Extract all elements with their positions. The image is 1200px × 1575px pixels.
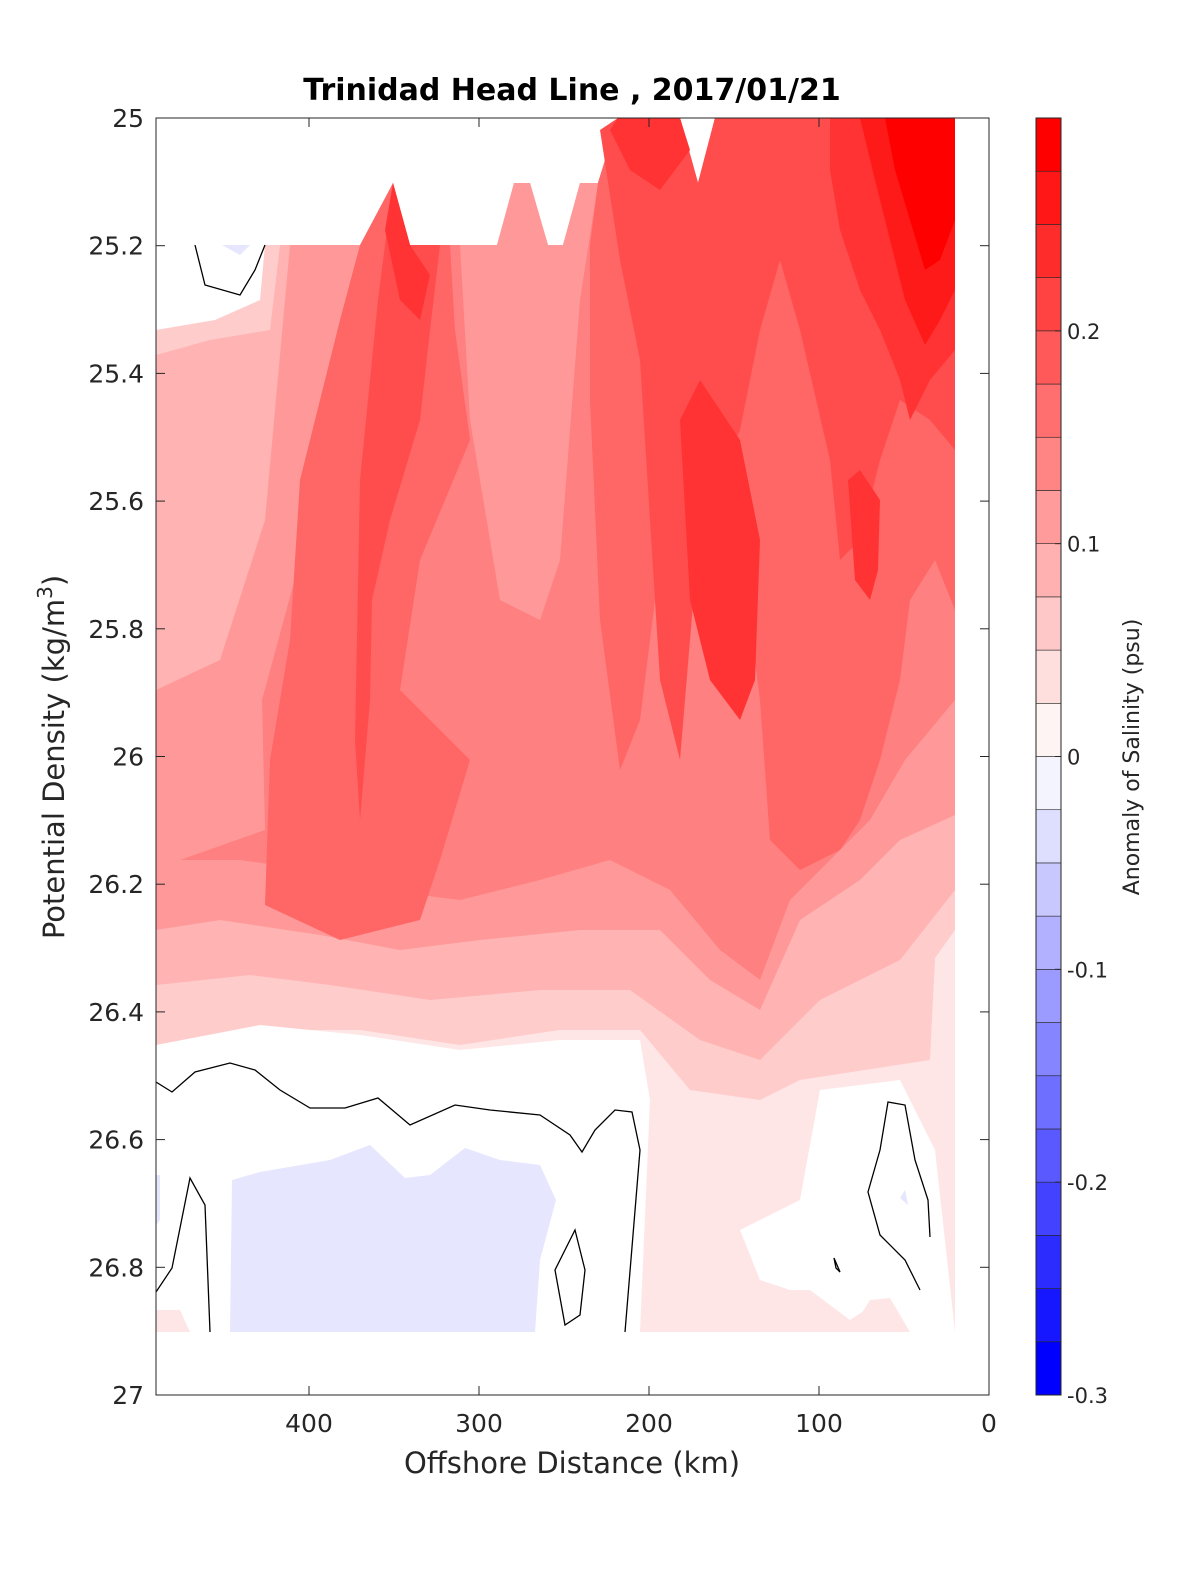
colorbar-tick-label: -0.2 bbox=[1067, 1171, 1108, 1195]
y-tick-label: 25.6 bbox=[88, 487, 144, 516]
colorbar-swatch bbox=[1035, 1075, 1062, 1130]
zero-contour-upper bbox=[194, 244, 266, 296]
y-tick-label: 26.2 bbox=[88, 870, 144, 899]
colorbar-swatch bbox=[1035, 277, 1062, 332]
y-axis-label-main: Potential Density (kg/m bbox=[37, 599, 71, 939]
contour-band-zero-right-bottom bbox=[850, 1298, 910, 1332]
colorbar-swatch bbox=[1035, 756, 1062, 811]
colorbar-swatch bbox=[1035, 649, 1062, 704]
zero-contour-lines bbox=[156, 244, 931, 1333]
colorbar-swatch bbox=[1035, 543, 1062, 598]
contour-band-negative-lower bbox=[230, 1145, 556, 1332]
x-tick-label: 400 bbox=[285, 1409, 333, 1438]
colorbar-tick-label: -0.1 bbox=[1067, 958, 1108, 982]
contour-band-zero-upper bbox=[156, 245, 265, 330]
colorbar-label: Anomaly of Salinity (psu) bbox=[1120, 619, 1145, 896]
y-axis-label-superscript: 3 bbox=[33, 586, 57, 599]
colorbar-tick-label: 0.1 bbox=[1067, 533, 1100, 557]
x-tick-label: 100 bbox=[795, 1409, 843, 1438]
colorbar-swatch bbox=[1035, 224, 1062, 278]
y-tick-label: 26.8 bbox=[88, 1253, 144, 1282]
colorbar-swatch bbox=[1035, 596, 1062, 651]
colorbar-ticks: -0.3 -0.2 -0.1 0 0.1 0.2 bbox=[1055, 320, 1108, 1408]
colorbar-tick-label: 0.2 bbox=[1067, 320, 1100, 344]
contour-band-negative-upper bbox=[222, 245, 250, 255]
contour-band-negative-left-bottom bbox=[156, 1175, 160, 1225]
y-tick-label: 25.4 bbox=[88, 359, 144, 388]
contour-band-0.150 bbox=[355, 118, 955, 820]
colorbar-swatch bbox=[1035, 1181, 1062, 1236]
chart-title: Trinidad Head Line , 2017/01/21 bbox=[303, 73, 840, 108]
x-tick-label: 0 bbox=[981, 1409, 997, 1438]
colorbar-swatch bbox=[1035, 1288, 1062, 1343]
y-tick-label: 25.8 bbox=[88, 615, 144, 644]
x-axis-ticks: 400 300 200 100 0 bbox=[285, 118, 997, 1438]
contour-band-0.125 bbox=[265, 118, 955, 940]
y-axis-label-close: ) bbox=[37, 575, 71, 586]
zero-contour-lens bbox=[554, 1228, 586, 1327]
colorbar-swatch bbox=[1035, 1022, 1062, 1077]
zero-contour-right-pocket bbox=[867, 1101, 931, 1291]
x-axis-label: Offshore Distance (km) bbox=[404, 1446, 740, 1480]
y-tick-label: 26.6 bbox=[88, 1126, 144, 1155]
contour-band-zero-right bbox=[740, 1080, 955, 1332]
x-tick-label: 300 bbox=[455, 1409, 503, 1438]
colorbar-swatch bbox=[1035, 490, 1062, 544]
x-tick-label: 200 bbox=[625, 1409, 673, 1438]
colorbar-swatch bbox=[1035, 702, 1062, 757]
y-tick-label: 25.2 bbox=[88, 232, 144, 261]
y-tick-label: 27 bbox=[112, 1381, 144, 1410]
colorbar-swatch bbox=[1035, 1341, 1062, 1396]
y-tick-label: 25 bbox=[112, 104, 144, 133]
colorbar-swatch bbox=[1035, 117, 1062, 172]
colorbar-swatch bbox=[1035, 170, 1062, 225]
zero-contour-left-pocket bbox=[156, 1176, 211, 1333]
colorbar-swatch bbox=[1035, 330, 1062, 385]
contour-fill-layer bbox=[156, 118, 955, 1332]
contour-band-negative-right-bottom bbox=[900, 1190, 908, 1205]
colorbar-swatch bbox=[1035, 915, 1062, 970]
colorbar-tick-label: 0 bbox=[1067, 746, 1080, 770]
zero-contour-middle bbox=[156, 1062, 641, 1333]
y-axis-label: Potential Density (kg/m3) bbox=[33, 575, 71, 939]
y-tick-label: 26.4 bbox=[88, 998, 144, 1027]
colorbar-tick-label: -0.3 bbox=[1067, 1384, 1108, 1408]
colorbar-swatch bbox=[1035, 436, 1062, 491]
colorbar-swatch bbox=[1035, 1128, 1062, 1183]
colorbar-swatch bbox=[1035, 969, 1062, 1023]
colorbar bbox=[1035, 117, 1062, 1396]
zero-contour-small-loop bbox=[833, 1257, 841, 1273]
contour-band-zero-left-bottom bbox=[156, 1310, 190, 1332]
colorbar-swatch bbox=[1035, 809, 1062, 864]
colorbar-swatch bbox=[1035, 383, 1062, 438]
y-tick-label: 26 bbox=[112, 743, 144, 772]
y-axis-ticks: 25 25.2 25.4 25.6 25.8 26 26.2 26.4 26.6 26.8 27 bbox=[88, 104, 989, 1410]
colorbar-swatch bbox=[1035, 862, 1062, 917]
contour-band-0.225 bbox=[885, 118, 955, 270]
colorbar-swatch bbox=[1035, 1235, 1062, 1289]
